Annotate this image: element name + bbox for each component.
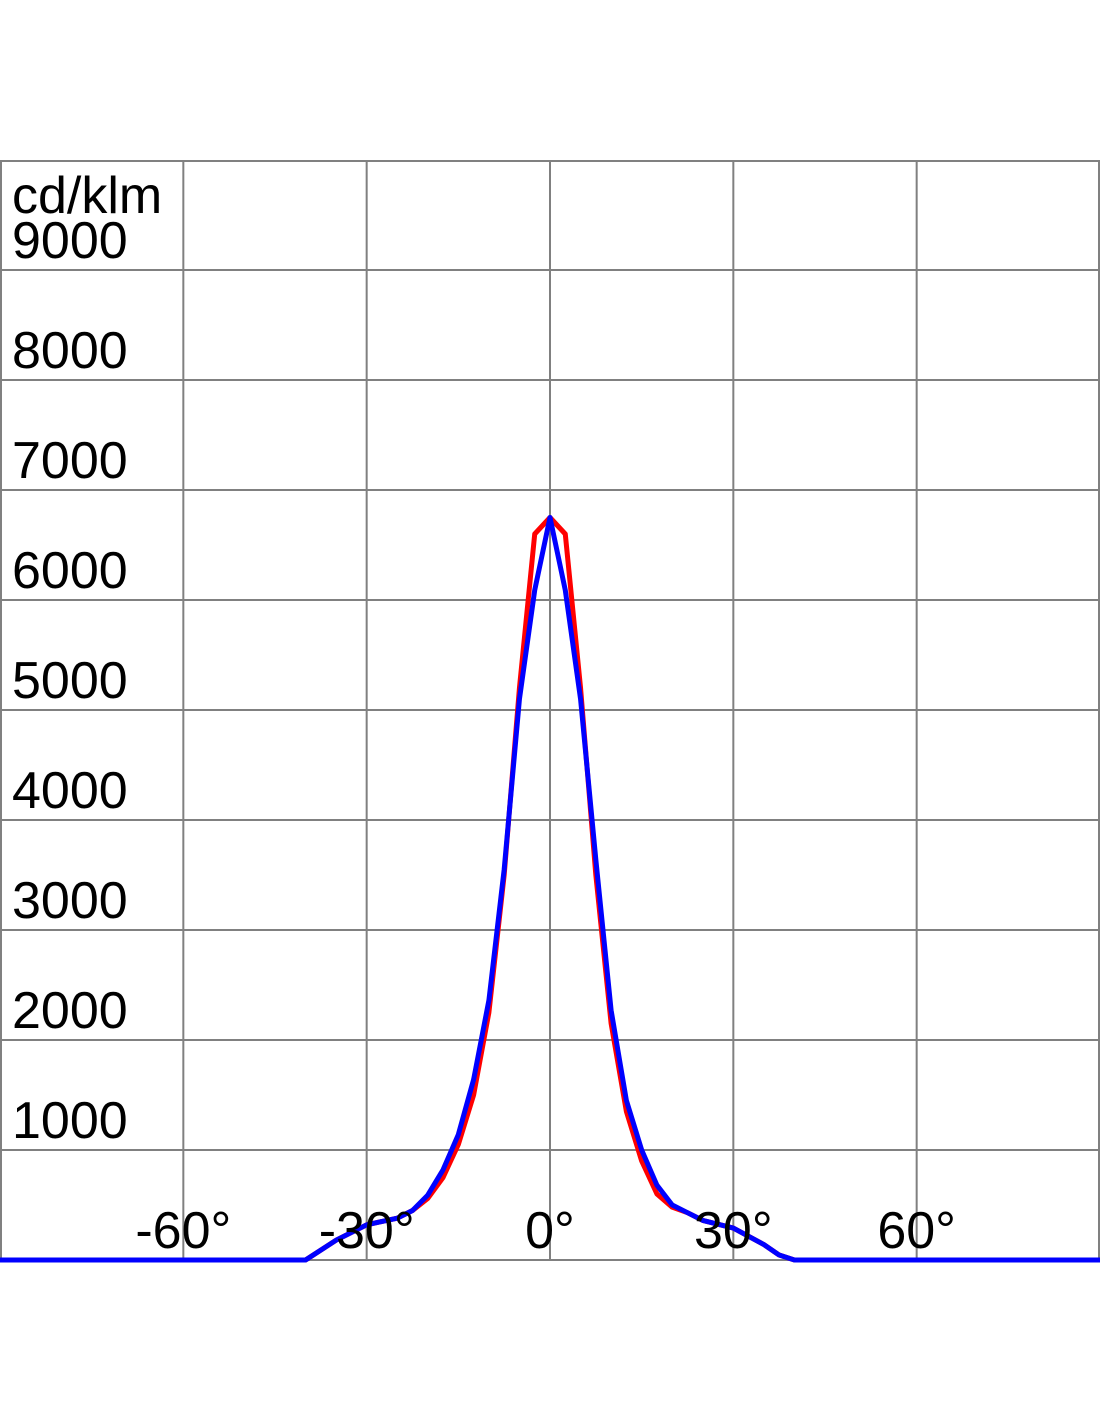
x-tick-label: 30° bbox=[694, 1202, 773, 1260]
lines bbox=[0, 515, 1100, 1263]
y-tick-label: 4000 bbox=[12, 762, 128, 820]
series-line bbox=[0, 515, 1100, 1263]
y-unit: cd/klm bbox=[12, 167, 162, 225]
labels: 1000 2000 3000 4000 5000 6000 7000 8000 9000 -60°… bbox=[12, 212, 956, 1260]
y-tick-label: 7000 bbox=[12, 432, 128, 490]
grid bbox=[0, 160, 1100, 1260]
x-tick-label: -30° bbox=[319, 1202, 415, 1260]
x-tick-label: -60° bbox=[135, 1202, 231, 1260]
y-tick-label: 1000 bbox=[12, 1092, 128, 1150]
y-tick-label: 3000 bbox=[12, 872, 128, 930]
x-tick-label: 60° bbox=[877, 1202, 956, 1260]
y-tick-label: 6000 bbox=[12, 542, 128, 600]
y-tick-label: 9000 bbox=[12, 212, 128, 270]
x-tick-label: 0° bbox=[525, 1202, 575, 1260]
y-tick-label: 8000 bbox=[12, 322, 128, 380]
y-tick-label: 2000 bbox=[12, 982, 128, 1040]
y-tick-label: 5000 bbox=[12, 652, 128, 710]
